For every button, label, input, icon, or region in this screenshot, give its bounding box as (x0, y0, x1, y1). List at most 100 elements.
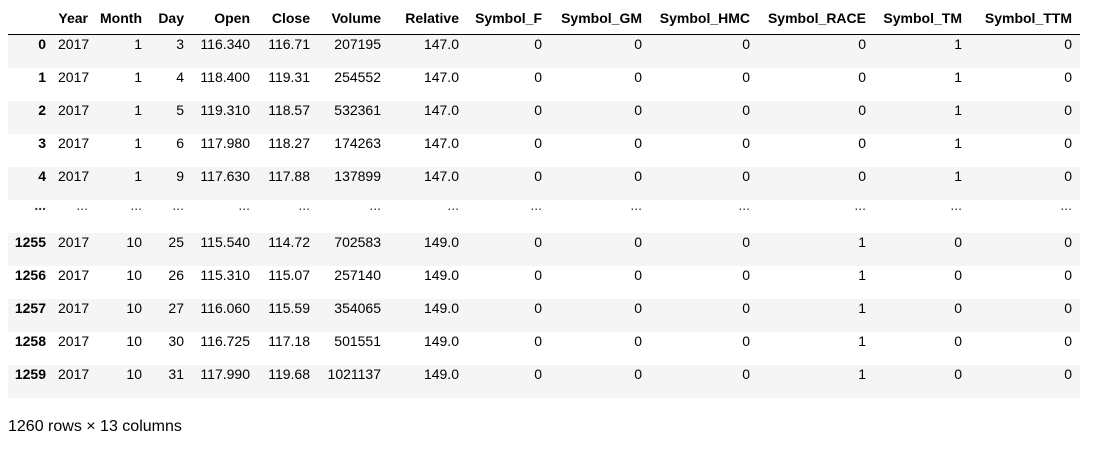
cell-value: 2017 (58, 36, 90, 53)
table-cell: 0 (467, 134, 550, 167)
ellipsis-row: ........................................… (8, 197, 1080, 233)
table-cell: 0 (467, 233, 550, 266)
cell-value: 702583 (334, 234, 381, 250)
table-cell: ... (192, 197, 258, 233)
table-cell: 0 (970, 68, 1080, 101)
cell-value: 116.71 (268, 36, 310, 53)
table-cell: 6 (150, 134, 192, 167)
table-row: 4 2017 1 9 117.630 117.88 137899 147.0 0 0 0 0 1 0 (8, 166, 1080, 200)
cell-value: 119.68 (268, 366, 310, 382)
cell-value: 0 (858, 135, 866, 151)
column-header: Symbol_RACE (758, 0, 874, 35)
cell-value: 1 (858, 234, 866, 250)
row-index-label: 1255 (14, 234, 46, 250)
table-cell: 0 (467, 167, 550, 200)
cell-value: 115.59 (268, 300, 310, 316)
table-cell: 1 (758, 299, 874, 332)
cell-value: 149.0 (423, 366, 459, 382)
cell-value: 1 (134, 135, 142, 151)
table-cell: 1 (874, 167, 970, 200)
table-cell: 116.340 (192, 35, 258, 68)
cell-value: 1 (954, 69, 962, 85)
table-cell: 702583 (318, 233, 389, 266)
column-header-label: Close (271, 10, 310, 26)
cell-value: 0 (742, 300, 750, 316)
row-index-label: 1257 (14, 300, 46, 316)
table-cell: 207195 (318, 35, 389, 68)
cell-value: 30 (168, 333, 184, 349)
row-index-label: 1259 (14, 366, 46, 382)
cell-value: 0 (1064, 69, 1072, 85)
dataframe-table: Year Month Day Open Close Volume Relative Symbo… (8, 0, 1080, 398)
table-cell: 1 (874, 101, 970, 134)
table-cell: 0 (550, 299, 650, 332)
row-index-label: 1258 (14, 333, 46, 349)
cell-value: 147.0 (423, 69, 459, 85)
cell-value: ... (369, 197, 381, 213)
cell-value: 119.310 (200, 102, 250, 118)
table-cell: 3 (150, 35, 192, 68)
row-index: 1258 (8, 332, 54, 365)
column-header-label: Symbol_TM (883, 10, 962, 26)
table-cell: 257140 (318, 266, 389, 299)
column-header-label: Open (214, 10, 250, 26)
row-index: 1256 (8, 266, 54, 299)
table-cell: 10 (96, 332, 150, 365)
cell-value: 0 (1064, 168, 1072, 184)
table-cell: 2017 (54, 299, 96, 332)
table-row: 1255 2017 10 25 115.540 114.72 702583 149.0 0 0 0 1… (8, 232, 1080, 266)
cell-value: 137899 (334, 168, 381, 184)
table-cell: 0 (650, 266, 758, 299)
cell-value: 1 (954, 168, 962, 184)
table-cell: 116.71 (258, 35, 318, 68)
cell-value: 149.0 (423, 333, 459, 349)
table-cell: ... (389, 197, 467, 233)
cell-value: ... (76, 197, 88, 213)
column-header: Open (192, 0, 258, 35)
table-cell: 0 (650, 299, 758, 332)
row-index: 0 (8, 35, 54, 68)
row-index-label: ... (34, 197, 46, 213)
cell-value: 4 (176, 69, 184, 85)
row-index-label: 0 (38, 36, 46, 53)
table-cell: 0 (650, 332, 758, 365)
table-cell: 119.68 (258, 365, 318, 398)
table-cell: 0 (650, 101, 758, 134)
table-cell: 2017 (54, 68, 96, 101)
cell-value: 0 (742, 36, 750, 53)
cell-value: 119.31 (268, 69, 310, 85)
cell-value: 0 (534, 333, 542, 349)
table-cell: 0 (970, 266, 1080, 299)
table-cell: 354065 (318, 299, 389, 332)
table-cell: 119.31 (258, 68, 318, 101)
column-header: Month (96, 0, 150, 35)
table-cell: 10 (96, 365, 150, 398)
cell-value: 10 (126, 300, 142, 316)
cell-value: ... (854, 197, 866, 213)
table-cell: 149.0 (389, 233, 467, 266)
cell-value: 0 (534, 135, 542, 151)
cell-value: 1 (134, 36, 142, 53)
table-cell: 1 (758, 332, 874, 365)
table-cell: 1021137 (318, 365, 389, 398)
table-cell: 118.57 (258, 101, 318, 134)
table-cell: 0 (550, 68, 650, 101)
table-cell: 30 (150, 332, 192, 365)
table-cell: 117.88 (258, 167, 318, 200)
cell-value: 207195 (334, 36, 381, 53)
table-cell: ... (970, 197, 1080, 233)
table-cell: 0 (874, 299, 970, 332)
table-cell: 2017 (54, 233, 96, 266)
table-cell: 9 (150, 167, 192, 200)
cell-value: ... (950, 197, 962, 213)
cell-value: 115.07 (268, 267, 310, 283)
table-cell: 117.630 (192, 167, 258, 200)
cell-value: 0 (634, 333, 642, 349)
cell-value: 25 (168, 234, 184, 250)
table-cell: 10 (96, 233, 150, 266)
table-cell: 2017 (54, 266, 96, 299)
cell-value: 117.18 (268, 333, 310, 349)
cell-value: 0 (742, 366, 750, 382)
table-cell: 0 (467, 266, 550, 299)
cell-value: 0 (634, 36, 642, 53)
